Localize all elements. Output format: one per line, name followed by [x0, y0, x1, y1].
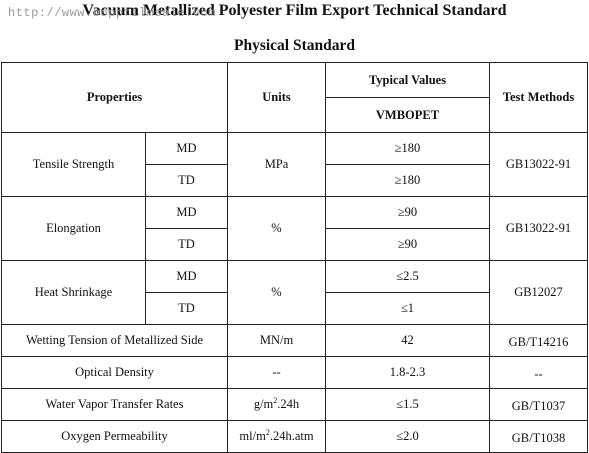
elongation-unit: %: [227, 196, 326, 261]
shrinkage-value-td: ≤1: [325, 292, 490, 325]
header-row-1: Properties Units Typical Values Test Met…: [1, 62, 588, 133]
optical-method: --: [489, 356, 588, 389]
shrinkage-value-md: ≤2.5: [325, 260, 490, 293]
oxygen-method: GB/T1038: [489, 420, 588, 453]
oxygen-property: Oxygen Permeability: [1, 420, 228, 453]
elongation-method: GB13022-91: [489, 196, 588, 261]
header-typical-values: Typical Values: [325, 62, 490, 98]
table-row: Water Vapor Transfer Rates g/m2.24h ≤1.5…: [1, 388, 588, 421]
table-row: TD ≤1: [2, 292, 588, 325]
wetting-method: GB/T14216: [489, 324, 588, 357]
elongation-value-md: ≥90: [325, 196, 490, 229]
table-row: Tensile Strength MD MPa ≥180 GB13022-91: [1, 132, 588, 197]
wetting-value: 42: [325, 324, 490, 357]
elongation-direction-md: MD: [145, 196, 228, 229]
water-value: ≤1.5: [325, 388, 490, 421]
shrinkage-direction-td: TD: [145, 292, 228, 325]
tensile-property: Tensile Strength: [1, 132, 146, 197]
section-title: Physical Standard: [233, 37, 355, 54]
physical-standard-table: Properties Units Typical Values Test Met…: [1, 62, 588, 453]
oxygen-unit: ml/m2.24h.atm: [227, 420, 326, 453]
wetting-unit: MN/m: [227, 324, 326, 357]
oxygen-unit-exponent: 2: [265, 428, 270, 438]
elongation-property: Elongation: [1, 196, 146, 261]
table-row: Oxygen Permeability ml/m2.24h.atm ≤2.0 G…: [1, 420, 588, 453]
optical-unit: --: [227, 356, 326, 389]
tensile-direction-md: MD: [145, 132, 228, 165]
header-product: VMBOPET: [325, 97, 490, 133]
document-title: Vacuum Metallized Polyester Film Export …: [82, 2, 507, 19]
water-method: GB/T1037: [489, 388, 588, 421]
oxygen-value: ≤2.0: [325, 420, 490, 453]
tensile-value-td: ≥180: [325, 164, 490, 197]
oxygen-unit-base: ml/m: [239, 429, 266, 444]
header-test-methods: Test Methods: [489, 62, 588, 133]
website-watermark: http://www.boppfilmsale.com: [8, 6, 216, 20]
shrinkage-unit: %: [227, 260, 326, 325]
elongation-value-td: ≥90: [325, 228, 490, 261]
oxygen-unit-rest: .24h.atm: [269, 429, 314, 444]
water-unit-base: g/m: [253, 397, 274, 412]
shrinkage-method: GB12027: [489, 260, 588, 325]
tensile-value-md: ≥180: [325, 132, 490, 165]
elongation-direction-td: TD: [145, 228, 228, 261]
table-row: Wetting Tension of Metallized Side MN/m …: [1, 324, 588, 357]
tensile-method: GB13022-91: [489, 132, 588, 197]
water-property: Water Vapor Transfer Rates: [1, 388, 228, 421]
table-row: Heat Shrinkage MD % ≤2.5 GB12027: [1, 260, 588, 325]
table-row: TD ≥90: [2, 228, 588, 261]
header-row-2: VMBOPET: [2, 97, 588, 133]
tensile-unit: MPa: [227, 132, 326, 197]
shrinkage-direction-md: MD: [145, 260, 228, 293]
optical-property: Optical Density: [1, 356, 228, 389]
water-unit-exponent: 2: [273, 396, 278, 406]
table-row: Optical Density -- 1.8-2.3 --: [1, 356, 588, 389]
optical-value: 1.8-2.3: [325, 356, 490, 389]
water-unit: g/m2.24h: [227, 388, 326, 421]
table-row: TD ≥180: [2, 164, 588, 197]
wetting-property: Wetting Tension of Metallized Side: [1, 324, 228, 357]
tensile-direction-td: TD: [145, 164, 228, 197]
water-unit-rest: .24h: [277, 397, 300, 412]
table-row: Elongation MD % ≥90 GB13022-91: [1, 196, 588, 261]
header-units: Units: [227, 62, 326, 133]
shrinkage-property: Heat Shrinkage: [1, 260, 146, 325]
header-properties: Properties: [1, 62, 228, 133]
